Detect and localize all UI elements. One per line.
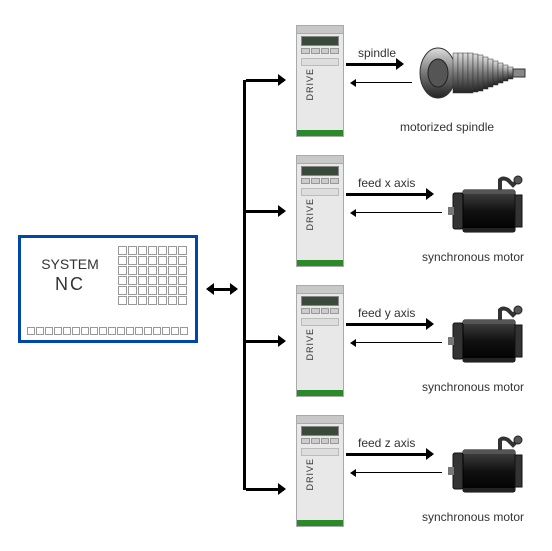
arrow-to-drive-icon [246,488,284,491]
spindle-icon [418,38,528,108]
arrow-to-drive-icon [246,79,284,82]
link-label: feed z axis [358,436,415,450]
motor-caption: synchronous motor [422,380,524,394]
nc-bottom-keys [27,327,189,335]
system-nc-controller: SYSTEM NC [18,235,198,343]
arrow-to-drive-icon [246,210,284,213]
nc-title: SYSTEM [29,256,111,272]
drive-unit: DRIVE [296,25,344,137]
arrow-to-drive-icon [246,340,284,343]
nc-subtitle: NC [29,274,111,295]
link-label: spindle [358,46,396,60]
servo-motor-icon [448,305,533,370]
arrow-to-motor-icon [346,323,432,326]
arrow-from-motor-icon [352,212,442,213]
arrow-from-motor-icon [352,82,412,83]
diagram-canvas: SYSTEM NC DRIVE spindle motorized spindl… [0,0,552,551]
arrow-to-motor-icon [346,453,432,456]
motor-caption: synchronous motor [422,510,524,524]
link-label: feed x axis [358,176,415,190]
arrow-from-motor-icon [352,472,442,473]
drive-unit: DRIVE [296,285,344,397]
drive-unit: DRIVE [296,155,344,267]
arrow-from-motor-icon [352,342,442,343]
motor-caption: synchronous motor [422,250,524,264]
link-label: feed y axis [358,306,415,320]
drive-unit: DRIVE [296,415,344,527]
servo-motor-icon [448,175,533,240]
motor-caption: motorized spindle [400,120,494,134]
arrow-to-motor-icon [346,193,432,196]
nc-keypad [118,246,187,305]
bus-line [243,80,246,490]
bidir-arrow-icon [208,288,236,291]
arrow-to-motor-icon [346,63,402,66]
servo-motor-icon [448,435,533,500]
